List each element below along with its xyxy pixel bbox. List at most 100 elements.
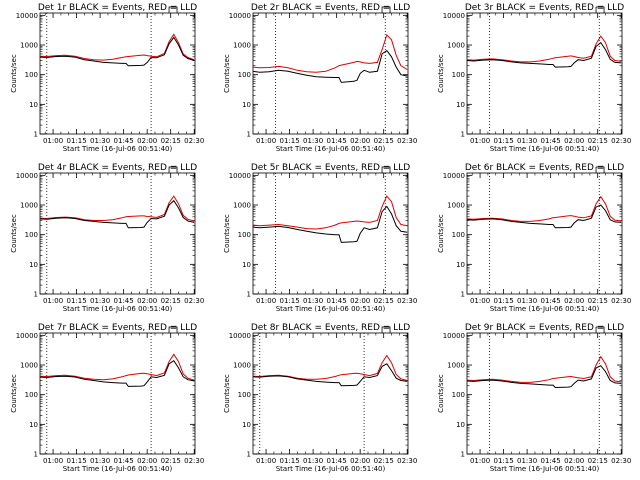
plot-frame [252, 12, 409, 135]
x-tick-label: 01:30 [303, 137, 323, 145]
x-tick-label: 01:15 [493, 297, 513, 305]
chart-panel-1: Det 1r BLACK = Events, RED = LLD 1 10 100 10… [10, 3, 204, 153]
x-tick-label: 01:30 [90, 297, 110, 305]
x-tick-label: 01:45 [114, 137, 134, 145]
x-axis-label: Start Time (16-Jul-06 00:51:40) [490, 465, 600, 473]
x-tick-label: 02:30 [611, 457, 631, 465]
x-axis-label: Start Time (16-Jul-06 00:51:40) [490, 305, 600, 313]
plot-frame [466, 12, 623, 135]
x-tick-label: 01:15 [279, 457, 299, 465]
y-tick-label: 100 [25, 231, 38, 239]
x-tick-label: 02:15 [374, 457, 394, 465]
x-tick-label: 01:30 [90, 137, 110, 145]
x-tick-label: 02:30 [184, 137, 204, 145]
series-line-events [466, 204, 622, 229]
x-tick-label: 01:00 [43, 457, 63, 465]
series-line-events [252, 363, 408, 387]
y-tick-label: 1000 [20, 202, 38, 210]
x-axis-label: Start Time (16-Jul-06 00:51:40) [63, 145, 173, 153]
y-tick-label: 1000 [447, 202, 465, 210]
x-tick-label: 01:15 [493, 457, 513, 465]
x-tick-label: 01:15 [279, 137, 299, 145]
chart-title: Det 2r BLACK = Events, RED = LLD [251, 3, 410, 13]
y-tick-label: 1000 [20, 42, 38, 50]
x-axis-label: Start Time (16-Jul-06 00:51:40) [63, 465, 173, 473]
x-tick-label: 02:15 [588, 137, 608, 145]
x-tick-label: 01:00 [256, 457, 276, 465]
y-tick-label: 100 [452, 231, 465, 239]
y-tick-label: 100 [238, 231, 251, 239]
x-tick-label: 01:00 [43, 297, 63, 305]
x-axis-label: Start Time (16-Jul-06 00:51:40) [276, 465, 386, 473]
x-tick-label: 01:00 [470, 297, 490, 305]
y-tick-label: 100 [452, 71, 465, 79]
chart-panel-8: Det 8r BLACK = Events, RED = LLD 1 10 100 10… [223, 323, 417, 473]
x-tick-label: 01:00 [470, 137, 490, 145]
series-line-events [466, 41, 622, 68]
x-tick-label: 01:15 [66, 137, 86, 145]
attenuator-marker [168, 326, 178, 333]
y-tick-label: 100 [238, 71, 251, 79]
y-tick-label: 10000 [16, 332, 38, 340]
y-tick-label: 10000 [16, 12, 38, 20]
x-tick-label: 01:00 [470, 457, 490, 465]
y-tick-label: 1000 [233, 42, 251, 50]
x-tick-label: 02:30 [397, 137, 417, 145]
chart-title: Det 1r BLACK = Events, RED = LLD [38, 3, 197, 13]
attenuator-marker [168, 166, 178, 173]
y-tick-label: 10 [456, 101, 465, 109]
x-tick-label: 01:45 [114, 297, 134, 305]
y-tick-label: 1 [247, 451, 251, 459]
chart-title: Det 4r BLACK = Events, RED = LLD [38, 163, 197, 173]
chart-title: Det 6r BLACK = Events, RED = LLD [465, 163, 624, 173]
x-tick-label: 01:45 [541, 297, 561, 305]
y-tick-label: 1 [461, 451, 465, 459]
y-tick-label: 1000 [447, 42, 465, 50]
chart-title: Det 9r BLACK = Events, RED = LLD [465, 323, 624, 333]
y-tick-label: 1 [34, 291, 38, 299]
y-tick-label: 100 [238, 391, 251, 399]
y-tick-label: 10 [456, 421, 465, 429]
x-tick-label: 01:15 [66, 297, 86, 305]
y-axis-label: Counts/sec [10, 374, 18, 413]
plot-frame [252, 332, 409, 455]
series-line-events [252, 205, 408, 243]
x-tick-label: 02:15 [161, 137, 181, 145]
y-tick-label: 10 [29, 261, 38, 269]
y-axis-label: Counts/sec [437, 374, 445, 413]
y-tick-label: 1 [461, 131, 465, 139]
series-line-events [39, 36, 195, 67]
series-line-events [39, 199, 195, 229]
x-tick-label: 02:30 [611, 297, 631, 305]
x-tick-label: 02:00 [564, 457, 584, 465]
y-tick-label: 1000 [447, 362, 465, 370]
chart-panel-3: Det 3r BLACK = Events, RED = LLD 1 10 100 10… [437, 3, 631, 153]
attenuator-marker [381, 6, 391, 13]
y-tick-label: 10 [242, 421, 251, 429]
attenuator-marker [381, 166, 391, 173]
x-tick-label: 02:00 [350, 137, 370, 145]
y-tick-label: 10000 [229, 332, 251, 340]
x-tick-label: 01:45 [327, 457, 347, 465]
y-tick-label: 10000 [229, 12, 251, 20]
plot-frame [39, 332, 196, 455]
y-tick-label: 10000 [443, 172, 465, 180]
series-line-lld [252, 195, 408, 230]
x-tick-label: 02:30 [397, 457, 417, 465]
x-tick-label: 01:00 [43, 137, 63, 145]
x-axis-label: Start Time (16-Jul-06 00:51:40) [63, 305, 173, 313]
plot-frame [466, 172, 623, 295]
x-axis-label: Start Time (16-Jul-06 00:51:40) [276, 145, 386, 153]
y-tick-label: 10 [29, 421, 38, 429]
x-tick-label: 01:30 [517, 297, 537, 305]
series-line-lld [252, 354, 408, 381]
chart-panel-6: Det 6r BLACK = Events, RED = LLD 1 10 100 10… [437, 163, 631, 313]
x-tick-label: 01:15 [279, 297, 299, 305]
x-tick-label: 02:15 [374, 137, 394, 145]
x-tick-label: 01:15 [493, 137, 513, 145]
x-tick-label: 02:00 [137, 137, 157, 145]
x-tick-label: 01:45 [327, 297, 347, 305]
y-tick-label: 1 [247, 131, 251, 139]
chart-panel-4: Det 4r BLACK = Events, RED = LLD 1 10 100 10… [10, 163, 204, 313]
attenuator-marker [595, 6, 605, 13]
